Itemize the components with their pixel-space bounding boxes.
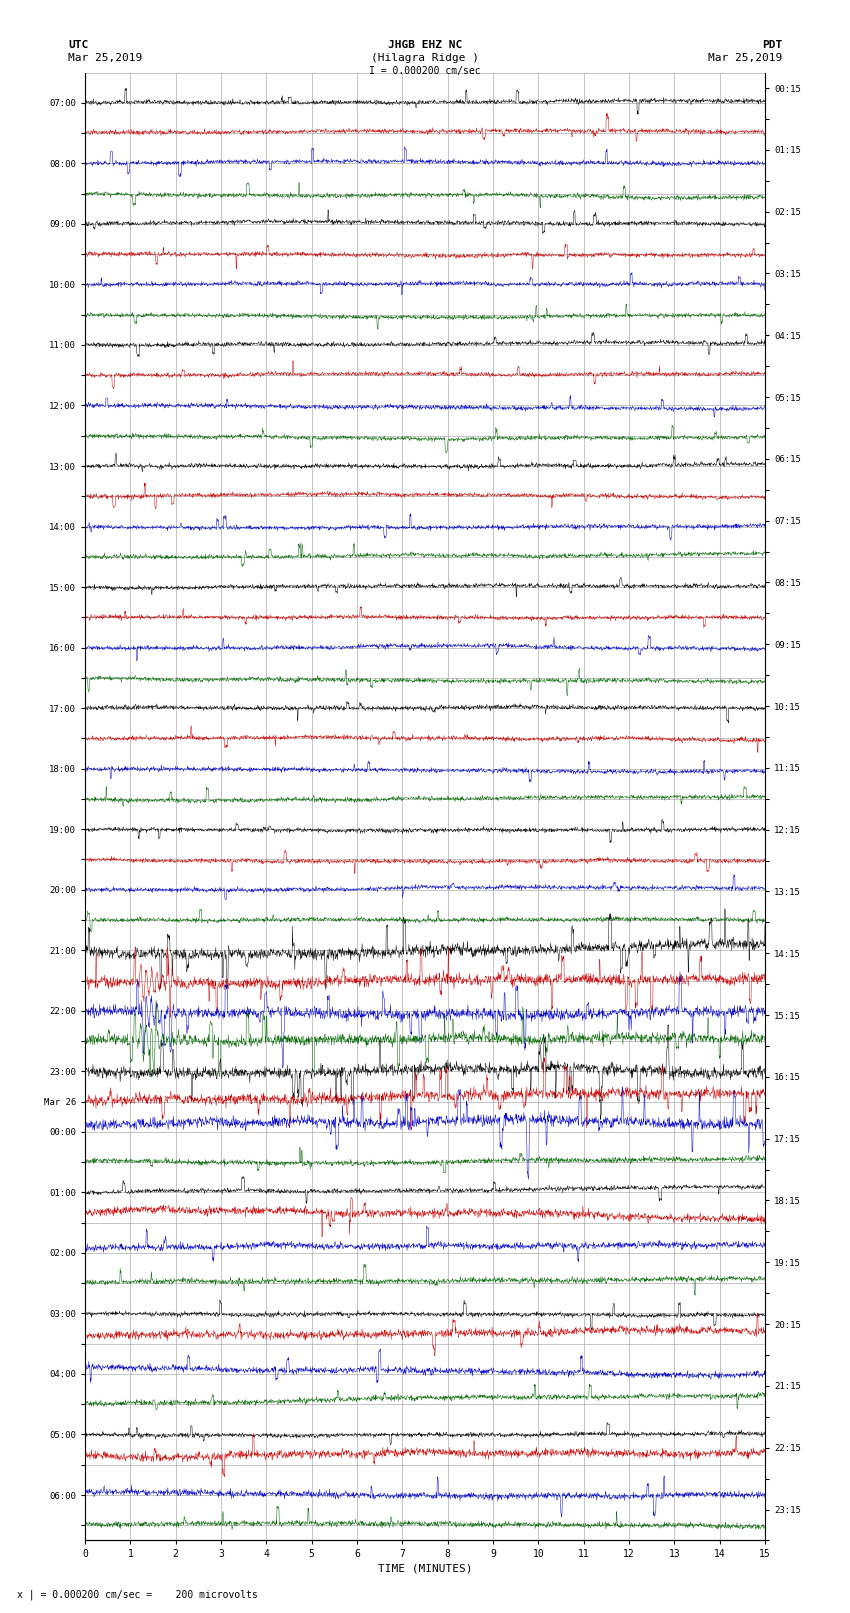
Text: PDT: PDT bbox=[762, 40, 782, 50]
Text: (Hilagra Ridge ): (Hilagra Ridge ) bbox=[371, 53, 479, 63]
X-axis label: TIME (MINUTES): TIME (MINUTES) bbox=[377, 1563, 473, 1574]
Text: I = 0.000200 cm/sec: I = 0.000200 cm/sec bbox=[369, 66, 481, 76]
Text: JHGB EHZ NC: JHGB EHZ NC bbox=[388, 40, 462, 50]
Text: Mar 25,2019: Mar 25,2019 bbox=[68, 53, 142, 63]
Text: UTC: UTC bbox=[68, 40, 88, 50]
Text: x | = 0.000200 cm/sec =    200 microvolts: x | = 0.000200 cm/sec = 200 microvolts bbox=[17, 1589, 258, 1600]
Text: Mar 25,2019: Mar 25,2019 bbox=[708, 53, 782, 63]
